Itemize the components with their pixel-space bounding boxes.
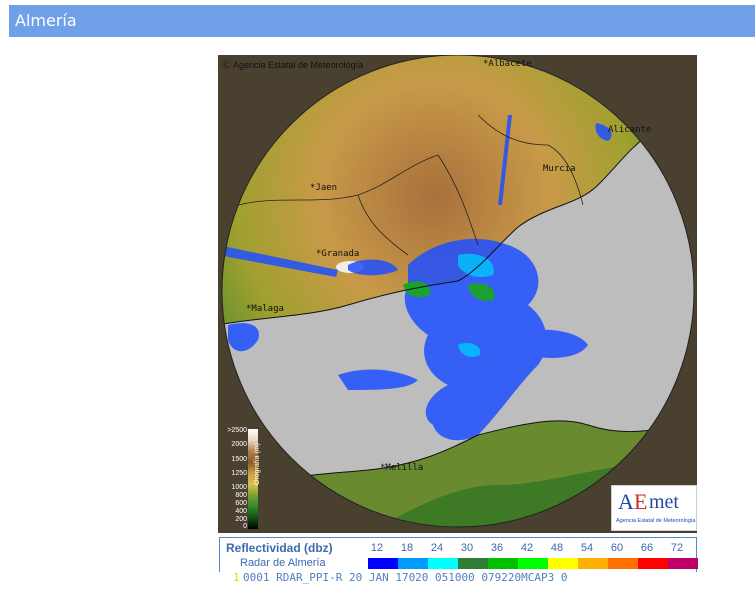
orography-level: 1000 xyxy=(231,484,247,491)
legend-color-swatch xyxy=(398,558,428,569)
legend-tick-label: 12 xyxy=(370,542,384,554)
radar-status-line: 1 0001 RDAR_PPI-R 20 JAN 17020 051000 07… xyxy=(219,572,697,585)
logo-letter-e: E xyxy=(634,489,648,514)
orography-level: 200 xyxy=(235,516,247,523)
status-index: 1 xyxy=(233,572,240,584)
city-label-albacete: *Albacete xyxy=(483,59,532,69)
orography-title: Orografía (m) xyxy=(254,442,261,485)
orography-scale: >2500 2000 1500 1250 1000 800 600 400 20… xyxy=(221,427,275,531)
legend-ticks: 12 18 24 30 36 42 48 54 60 66 72 xyxy=(364,542,694,556)
city-label-melilla: *Melilla xyxy=(380,463,424,473)
orography-level: 2000 xyxy=(231,441,247,448)
status-text: 0001 RDAR_PPI-R 20 JAN 17020 051000 0792… xyxy=(243,572,568,584)
orography-level: 1500 xyxy=(231,456,247,463)
legend-title: Reflectividad (dbz) xyxy=(226,541,333,555)
orography-level: 400 xyxy=(235,508,247,515)
legend-swatches xyxy=(368,558,698,569)
radar-image: Ⓒ Agencia Estatal de Meteorología *Albac… xyxy=(218,55,697,533)
city-label-malaga: *Malaga xyxy=(246,304,284,314)
orography-level: >2500 xyxy=(227,427,247,434)
legend-tick-label: 42 xyxy=(520,542,534,554)
page-title: Almería xyxy=(15,11,77,30)
legend-tick-label: 18 xyxy=(400,542,414,554)
legend-color-swatch xyxy=(548,558,578,569)
city-label-jaen: *Jaen xyxy=(310,183,338,193)
orography-color-bar xyxy=(248,429,258,529)
copyright-text: Ⓒ Agencia Estatal de Meteorología xyxy=(222,60,364,70)
city-label-granada: *Granada xyxy=(316,249,360,259)
legend-tick-label: 36 xyxy=(490,542,504,554)
page-header: Almería xyxy=(9,5,755,37)
orography-level: 0 xyxy=(243,523,247,530)
legend-color-swatch xyxy=(638,558,668,569)
legend-tick-label: 72 xyxy=(670,542,684,554)
reflectivity-legend: Reflectividad (dbz) Radar de Almería 12 1… xyxy=(219,537,698,573)
legend-tick-label: 24 xyxy=(430,542,444,554)
city-label-alicante: Alicante xyxy=(608,125,652,135)
logo-subtitle: Agencia Estatal de Meteorología xyxy=(616,518,696,524)
legend-tick-label: 48 xyxy=(550,542,564,554)
radar-map-graphic xyxy=(218,55,697,533)
legend-color-swatch xyxy=(368,558,398,569)
orography-level: 800 xyxy=(235,492,247,499)
orography-level: 1250 xyxy=(231,470,247,477)
legend-color-swatch xyxy=(608,558,638,569)
aemet-logo: A E met Agencia Estatal de Meteorología xyxy=(611,485,697,531)
legend-color-swatch xyxy=(518,558,548,569)
city-label-murcia: Murcia xyxy=(543,164,576,174)
logo-letters-met: met xyxy=(649,491,679,513)
legend-color-swatch xyxy=(578,558,608,569)
legend-color-swatch xyxy=(488,558,518,569)
legend-tick-label: 30 xyxy=(460,542,474,554)
legend-tick-label: 60 xyxy=(610,542,624,554)
legend-color-swatch xyxy=(668,558,698,569)
logo-letter-a: A xyxy=(618,489,634,514)
legend-tick-label: 54 xyxy=(580,542,594,554)
legend-color-swatch xyxy=(458,558,488,569)
orography-level: 600 xyxy=(235,500,247,507)
legend-subtitle: Radar de Almería xyxy=(240,557,326,569)
legend-color-swatch xyxy=(428,558,458,569)
legend-tick-label: 66 xyxy=(640,542,654,554)
